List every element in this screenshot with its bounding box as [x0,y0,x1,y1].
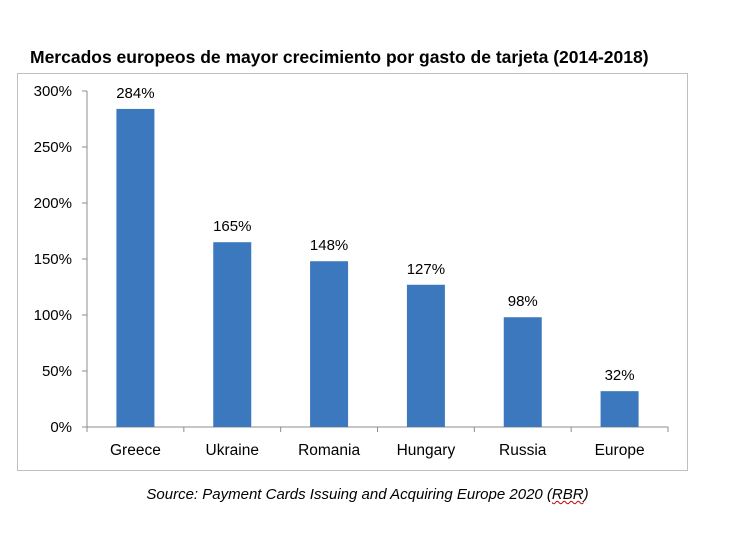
y-tick-label: 300% [34,83,72,100]
data-label: 98% [508,293,538,310]
bar [116,108,155,428]
x-tick-label: Hungary [397,442,456,459]
bars [116,108,639,428]
x-tick-label: Russia [499,442,547,459]
data-label: 32% [605,367,635,384]
bar [406,284,445,427]
chart-frame [17,73,688,471]
data-label: 148% [310,237,348,254]
bar [600,391,639,427]
y-tick-label: 50% [42,363,72,380]
chart-title: Mercados europeos de mayor crecimiento p… [30,47,649,67]
source-note: Source: Payment Cards Issuing and Acquir… [0,486,735,503]
x-tick-label: Ukraine [206,442,259,459]
data-label: 284% [116,85,154,102]
data-label: 127% [407,261,445,278]
y-tick-label: 0% [50,419,72,436]
bar [503,317,542,427]
y-tick-label: 100% [34,307,72,324]
source-tag: RBR [551,486,584,503]
data-label: 165% [213,218,251,235]
y-tick-label: 250% [34,139,72,156]
value-labels: 284% 165% 148% 127% 98% 32% [116,85,634,384]
x-axis: Greece Ukraine Romania Hungary Russia Europe [86,426,669,459]
source-suffix: ) [583,486,589,503]
y-axis: 0% 50% 100% 150% 200% 250% 300% [34,83,88,436]
y-tick-label: 200% [34,195,72,212]
bar [310,261,349,427]
x-tick-label: Europe [595,442,645,459]
x-tick-label: Greece [110,442,161,459]
source-prefix: Source: Payment Cards Issuing and Acquir… [146,486,552,503]
bar [213,242,252,427]
x-tick-label: Romania [298,442,360,459]
y-tick-label: 150% [34,251,72,268]
